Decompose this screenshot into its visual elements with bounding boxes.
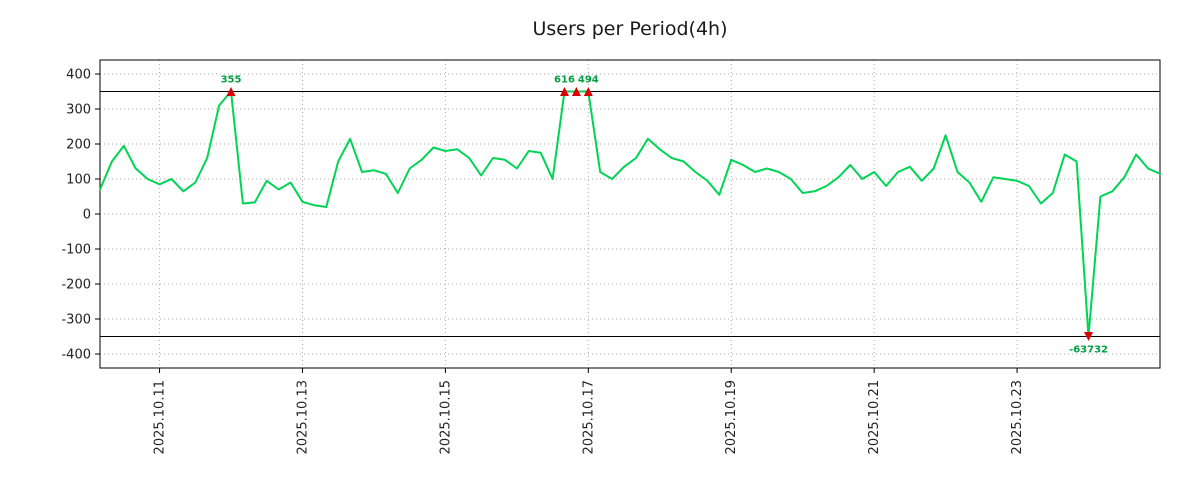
y-tick-label: 100 bbox=[66, 173, 91, 188]
annotation-value-label: -63732 bbox=[1069, 345, 1108, 356]
x-tick-label: 2025.10.23 bbox=[1010, 380, 1025, 454]
y-tick-label: -400 bbox=[61, 348, 91, 363]
clip-marker-down-icon bbox=[1084, 332, 1094, 341]
clip-threshold-lines bbox=[100, 91, 1160, 337]
clip-marker-up-icon bbox=[226, 87, 236, 96]
clip-marker-up-icon bbox=[571, 87, 581, 96]
annotation-value-label: 616 bbox=[554, 75, 575, 86]
y-tick-label: 200 bbox=[66, 138, 91, 153]
annotation-value-label: 355 bbox=[221, 75, 242, 86]
x-tick-label: 2025.10.19 bbox=[724, 380, 739, 454]
x-tick-label: 2025.10.11 bbox=[153, 380, 168, 454]
y-tick-label: 300 bbox=[66, 103, 91, 118]
clip-marker-up-icon bbox=[583, 87, 593, 96]
x-tick-label: 2025.10.17 bbox=[581, 380, 596, 454]
annotation-value-label: 494 bbox=[578, 75, 599, 86]
y-tick-label: -100 bbox=[61, 243, 91, 258]
x-tick-label: 2025.10.21 bbox=[867, 380, 882, 454]
y-tick-label: -200 bbox=[61, 278, 91, 293]
annotation-labels: 355 616 494 -63732 bbox=[221, 75, 1108, 356]
grid-lines bbox=[100, 60, 1160, 368]
clip-markers bbox=[226, 87, 1094, 341]
clip-marker-up-icon bbox=[559, 87, 569, 96]
x-tick-label: 2025.10.15 bbox=[438, 380, 453, 454]
plot-border bbox=[99, 59, 1161, 369]
x-tick-label: 2025.10.13 bbox=[295, 380, 310, 454]
chart-title: Users per Period(4h) bbox=[532, 18, 728, 40]
users-series-line bbox=[99, 90, 1161, 338]
y-tick-label: -300 bbox=[61, 313, 91, 328]
y-tick-label: 400 bbox=[66, 68, 91, 83]
axes: 400 300 200 100 0 -100 -200 -300 -400 2025.10.11 2… bbox=[61, 68, 1025, 455]
y-tick-label: 0 bbox=[83, 208, 91, 223]
